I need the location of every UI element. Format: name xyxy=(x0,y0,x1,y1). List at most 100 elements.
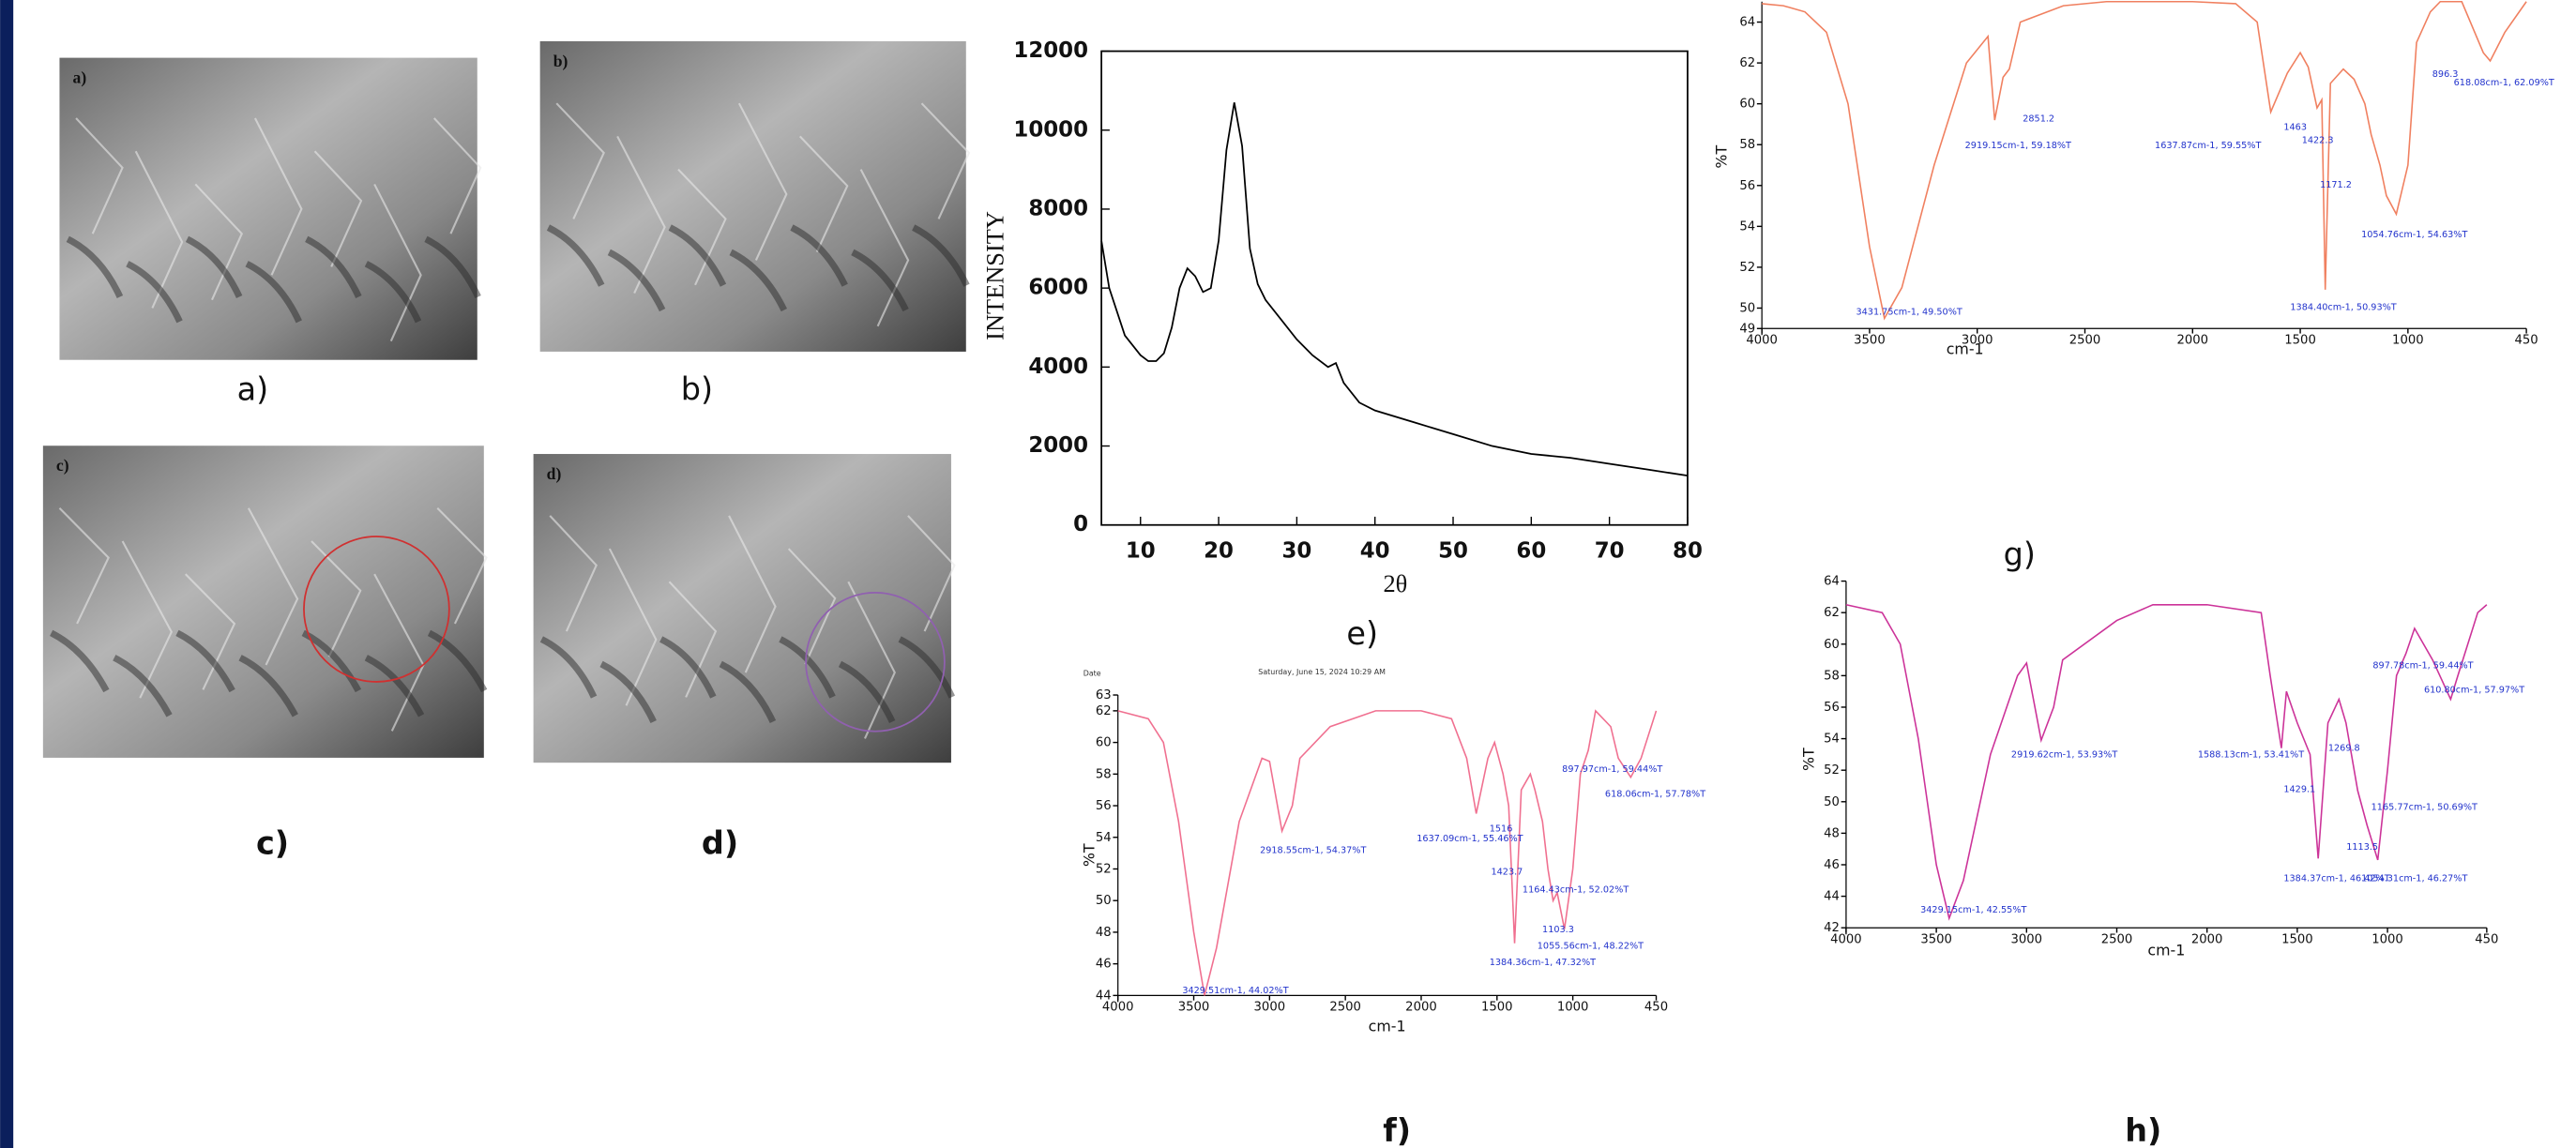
peak-annotation: 1637.09cm-1, 55.46%T xyxy=(1417,834,1523,844)
peak-annotation: 2919.62cm-1, 53.93%T xyxy=(2011,749,2117,760)
sem-shadow xyxy=(790,224,848,287)
x-tick-label: 450 xyxy=(2475,933,2498,947)
sem-texture xyxy=(549,515,598,632)
x-tick-label: 80 xyxy=(1673,538,1703,563)
highlight-circle xyxy=(805,592,946,733)
sem-texture xyxy=(313,150,363,267)
peak-annotation: 897.78cm-1, 59.44%T xyxy=(2372,660,2473,671)
peak-annotation: 1637.87cm-1, 59.55%T xyxy=(2155,141,2261,151)
image-inset-label: b) xyxy=(553,52,568,70)
peak-annotation: 2919.15cm-1, 59.18%T xyxy=(1965,141,2071,151)
peak-annotation: 1429.1 xyxy=(2283,784,2315,794)
x-tick-label: 2500 xyxy=(2101,933,2133,947)
peak-annotation: 897.97cm-1, 59.44%T xyxy=(1562,764,1662,775)
x-tick-label: 3500 xyxy=(1920,933,1952,947)
image-label: a) xyxy=(237,371,269,408)
peak-annotation: 1171.2 xyxy=(2320,180,2352,190)
sem-shadow xyxy=(779,636,836,699)
y-tick-label: 52 xyxy=(1739,261,1755,275)
sem-image xyxy=(42,446,484,758)
sem-texture xyxy=(253,117,303,276)
sem-texture xyxy=(737,102,788,261)
y-tick-label: 4000 xyxy=(1028,355,1088,379)
x-tick-label: 3000 xyxy=(1962,334,1993,348)
peak-annotation: 1113.5 xyxy=(2346,842,2378,853)
y-tick-label: 63 xyxy=(1096,688,1112,702)
peak-annotation: 618.08cm-1, 62.09%T xyxy=(2454,78,2554,88)
sem-texture xyxy=(677,168,727,286)
image-inset-label: a) xyxy=(73,68,87,87)
image-label: b) xyxy=(681,371,713,408)
sem-texture xyxy=(907,515,956,632)
sem-shadow xyxy=(50,629,110,693)
y-tick-label: 54 xyxy=(1824,733,1840,747)
x-tick-label: 3500 xyxy=(1178,1001,1210,1015)
y-tick-label: 46 xyxy=(1824,858,1840,872)
plot-frame xyxy=(1100,50,1689,526)
sem-shadow xyxy=(912,224,970,287)
sem-shadow xyxy=(668,224,727,287)
y-tick-label: 62 xyxy=(1824,606,1840,620)
image-label: d) xyxy=(702,825,738,862)
sem-shadow xyxy=(66,235,124,298)
peak-annotation: 610.80cm-1, 57.97%T xyxy=(2424,686,2524,696)
peak-annotation: 896.3 xyxy=(2432,69,2459,80)
spectrum-header: Saturday, June 15, 2024 10:29 AM xyxy=(1258,668,1386,676)
spectrum-line xyxy=(1845,603,2488,921)
y-tick-label: 50 xyxy=(1824,795,1840,809)
peak-annotation: 1422.3 xyxy=(2302,136,2334,146)
x-axis-label: 2θ xyxy=(1383,569,1407,597)
spectrum-line xyxy=(1100,102,1689,476)
x-tick-label: 4000 xyxy=(1830,933,1862,947)
sem-texture xyxy=(668,581,718,698)
x-tick-label: 1500 xyxy=(2281,933,2313,947)
x-tick-label: 2000 xyxy=(2177,334,2209,348)
sem-texture xyxy=(436,507,488,625)
x-tick-label: 1500 xyxy=(1481,1001,1513,1015)
sem-shadow xyxy=(607,249,666,312)
highlight-circle xyxy=(303,536,450,683)
image-inset-label: d) xyxy=(547,464,562,483)
peak-annotation: 1423.7 xyxy=(1491,867,1523,877)
y-tick-label: 48 xyxy=(1096,926,1112,940)
y-tick-label: 64 xyxy=(1739,16,1755,30)
sem-shadow xyxy=(364,655,425,718)
y-tick-label: 64 xyxy=(1824,575,1840,589)
peak-annotation: 3429.15cm-1, 42.55%T xyxy=(1920,905,2026,915)
y-tick-label: 60 xyxy=(1824,638,1840,652)
y-tick-label: 58 xyxy=(1096,767,1112,781)
sem-shadow xyxy=(424,235,481,298)
x-tick-label: 3000 xyxy=(1254,1001,1286,1015)
sem-texture xyxy=(75,117,124,234)
sem-shadow xyxy=(599,660,657,724)
x-tick-label: 70 xyxy=(1595,538,1625,563)
peak-annotation: 1165.77cm-1, 50.69%T xyxy=(2371,803,2478,813)
y-tick-label: 2000 xyxy=(1028,433,1088,458)
x-tick-label: 10 xyxy=(1126,538,1156,563)
sem-texture xyxy=(373,183,422,342)
y-tick-label: 0 xyxy=(1073,512,1088,536)
y-tick-label: 62 xyxy=(1096,704,1112,718)
sem-texture xyxy=(311,540,362,657)
sem-image xyxy=(533,454,951,763)
sem-shadow xyxy=(659,636,717,699)
sem-texture xyxy=(859,169,910,327)
y-tick-label: 50 xyxy=(1096,894,1112,908)
x-tick-label: 450 xyxy=(1644,1001,1668,1015)
y-tick-label: 52 xyxy=(1096,862,1112,876)
y-tick-label: 56 xyxy=(1096,799,1112,813)
x-axis-label: cm-1 xyxy=(1369,1017,1406,1035)
sem-texture xyxy=(184,573,236,690)
x-tick-label: 3000 xyxy=(2011,933,2043,947)
x-tick-label: 1000 xyxy=(1557,1001,1589,1015)
sem-texture xyxy=(432,117,482,234)
x-tick-label: 4000 xyxy=(1102,1001,1134,1015)
panel-label: f) xyxy=(1383,1112,1411,1148)
y-tick-label: 44 xyxy=(1096,989,1112,1003)
y-tick-label: 44 xyxy=(1824,890,1840,904)
peak-annotation: 2851.2 xyxy=(2023,114,2054,125)
x-tick-label: 50 xyxy=(1438,538,1468,563)
sem-texture xyxy=(608,548,658,706)
